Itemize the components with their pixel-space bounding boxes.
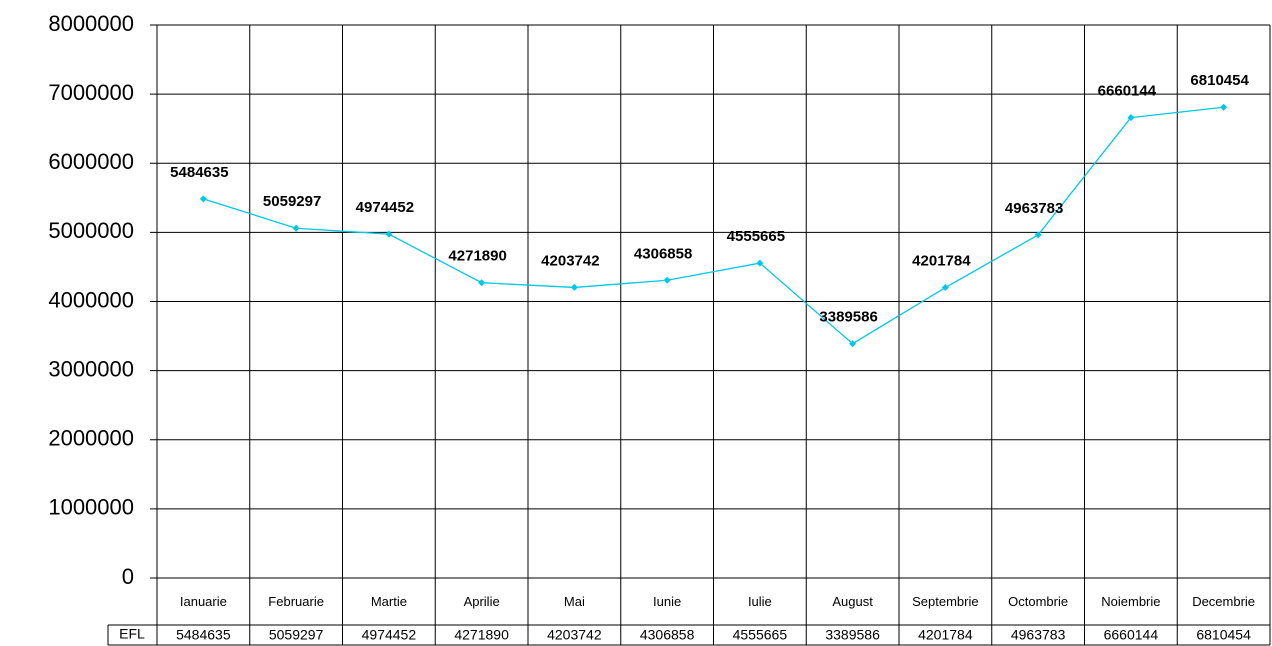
point	[1034, 231, 1042, 239]
table-value: 4201784	[918, 627, 973, 643]
point	[385, 230, 393, 238]
data-label: 4306858	[634, 245, 692, 262]
data-label: 6660144	[1098, 83, 1157, 100]
table-value: 3389586	[825, 627, 880, 643]
y-tick-label: 5000000	[48, 218, 134, 243]
point	[292, 224, 300, 232]
y-tick-label: 1000000	[48, 495, 134, 520]
x-tick-label: Decembrie	[1192, 594, 1256, 609]
x-tick-label: Septembrie	[912, 594, 979, 609]
data-label: 4201784	[912, 253, 971, 270]
x-tick-label: Noiembrie	[1101, 594, 1161, 609]
x-tick-label: Februarie	[268, 594, 324, 609]
point	[756, 259, 764, 267]
y-tick-label: 6000000	[48, 149, 134, 174]
table-value: 6810454	[1196, 627, 1251, 643]
data-label: 6810454	[1190, 72, 1249, 89]
data-label: 4271890	[448, 248, 506, 265]
y-tick-label: 2000000	[48, 426, 134, 451]
point	[1220, 103, 1228, 111]
x-tick-label: Aprilie	[463, 594, 500, 609]
x-tick-label: Martie	[370, 594, 407, 609]
table-value: 4974452	[362, 627, 417, 643]
point	[570, 283, 578, 291]
table-value: 5059297	[269, 627, 324, 643]
data-label: 5484635	[170, 164, 228, 181]
table-value: 4271890	[454, 627, 509, 643]
data-label: 4203742	[541, 252, 599, 269]
legend-label: EFL	[119, 626, 145, 642]
x-tick-label: Octombrie	[1008, 594, 1069, 609]
data-label: 4555665	[727, 228, 785, 245]
table-value: 5484635	[176, 627, 231, 643]
y-tick-label: 8000000	[48, 11, 134, 36]
x-tick-label: August	[832, 594, 873, 609]
point	[849, 340, 857, 348]
table-value: 4203742	[547, 627, 602, 643]
table-value: 6660144	[1104, 627, 1159, 643]
point	[199, 195, 207, 203]
table-value: 4555665	[733, 627, 788, 643]
y-tick-label: 3000000	[48, 356, 134, 381]
data-label: 5059297	[263, 193, 321, 210]
point	[478, 279, 486, 287]
point	[941, 284, 949, 292]
y-tick-label: 0	[122, 564, 134, 589]
x-tick-label: Mai	[563, 594, 585, 609]
x-tick-label: Iulie	[747, 594, 772, 609]
data-label: 4963783	[1005, 200, 1063, 217]
x-tick-label: Ianuarie	[179, 594, 227, 609]
point	[663, 276, 671, 284]
point	[1127, 114, 1135, 122]
data-label: 3389586	[819, 309, 877, 326]
series-line	[203, 106, 1224, 345]
y-tick-label: 4000000	[48, 287, 134, 312]
data-label: 4974452	[356, 199, 414, 216]
x-tick-label: Iunie	[653, 594, 682, 609]
table-value: 4306858	[640, 627, 695, 643]
y-tick-label: 7000000	[48, 80, 134, 105]
table-value: 4963783	[1011, 627, 1066, 643]
